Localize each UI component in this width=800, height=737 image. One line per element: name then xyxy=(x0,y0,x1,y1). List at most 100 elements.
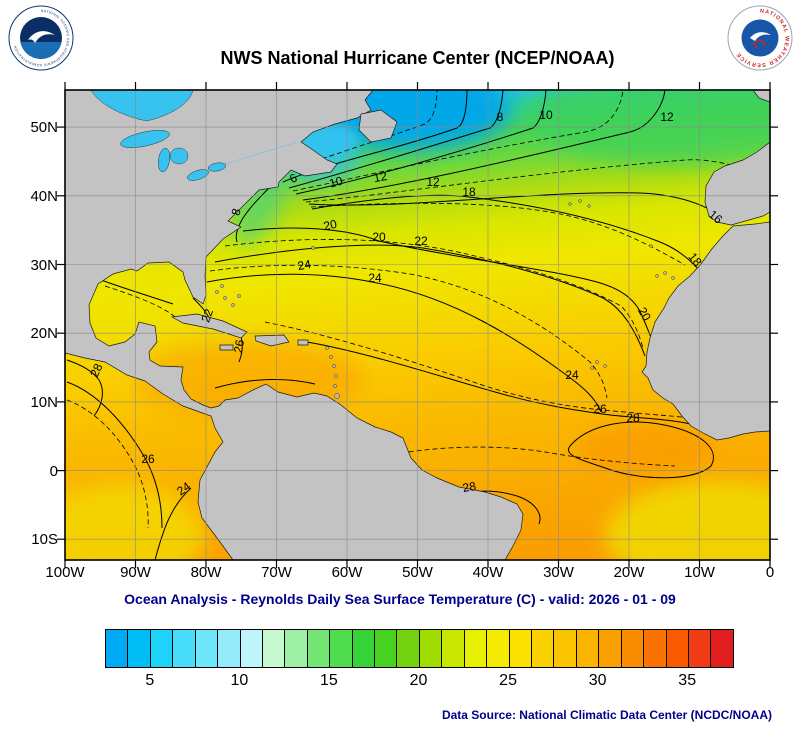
contour-label: 26 xyxy=(141,452,155,466)
lon-label: 20W xyxy=(614,564,646,580)
colorbar-segment xyxy=(487,630,510,667)
lat-label: 10N xyxy=(30,394,58,411)
contour-label: 12 xyxy=(660,110,674,124)
contour-label: 26 xyxy=(231,338,247,354)
lon-label: 90W xyxy=(120,564,152,580)
contour-label: 18 xyxy=(462,185,476,199)
colorbar-segment xyxy=(644,630,667,667)
lon-label: 50W xyxy=(402,564,434,580)
lake-huron xyxy=(169,147,189,165)
contour-label: 26 xyxy=(593,402,607,416)
colorbar-segment xyxy=(666,630,689,667)
graticule xyxy=(65,90,770,560)
colorbar-segment xyxy=(509,630,533,667)
noaa-gull-icon xyxy=(28,31,55,43)
st-lawrence-river xyxy=(224,141,298,165)
contour-label: 28 xyxy=(626,411,640,425)
contour-label: 12 xyxy=(373,169,389,185)
colorbar-segment xyxy=(464,630,488,667)
land-layer xyxy=(65,90,770,560)
colorbar-segment xyxy=(711,630,733,667)
colorbar-segment xyxy=(621,630,645,667)
colorbar-tick: 35 xyxy=(678,672,697,689)
page-title: NWS National Hurricane Center (NCEP/NOAA… xyxy=(220,48,615,68)
colorbar-tick: 5 xyxy=(145,672,155,689)
jamaica xyxy=(219,344,234,351)
colorbar-segment xyxy=(330,630,353,667)
colorbar-tick: 20 xyxy=(409,672,428,689)
noaa-sea xyxy=(20,42,62,59)
lake-ontario xyxy=(207,162,227,172)
nws-globe xyxy=(741,19,779,57)
nws-logo-icon: NATIONAL WEATHER SERVICE xyxy=(727,5,793,71)
colorbar-segment xyxy=(195,630,219,667)
colorbar-segment xyxy=(307,630,331,667)
lon-label: 100W xyxy=(45,564,85,580)
colorbar-segment xyxy=(554,630,577,667)
colorbar-segment xyxy=(419,630,443,667)
lat-label: 30N xyxy=(30,257,58,274)
lake-superior xyxy=(120,130,170,148)
lon-label: 30W xyxy=(543,564,575,580)
colorbar-tick: 15 xyxy=(320,672,338,689)
puerto-rico xyxy=(297,339,309,346)
map-caption: Ocean Analysis - Reynolds Daily Sea Surf… xyxy=(124,591,676,607)
colorbar-segment xyxy=(599,630,622,667)
contour-label: 10 xyxy=(328,174,345,191)
contour-label: 24 xyxy=(297,257,313,273)
colorbar-tick: 10 xyxy=(230,672,249,689)
lat-label: 40N xyxy=(30,188,58,205)
lon-label: 10W xyxy=(684,564,716,580)
colorbar-segment xyxy=(262,630,286,667)
americas-landmass xyxy=(65,90,524,560)
colorbar-segment xyxy=(106,630,129,667)
contour-label: 24 xyxy=(368,271,382,285)
lat-label: 50N xyxy=(30,119,58,136)
colorbar-segment xyxy=(397,630,420,667)
contour-label: 20 xyxy=(322,217,338,234)
colorbar-segment xyxy=(688,630,712,667)
latitude-axis: 50N 40N 30N 20N 10N 0 10S xyxy=(30,119,58,548)
lon-label: 70W xyxy=(261,564,293,580)
cuba xyxy=(170,313,248,339)
island-specks xyxy=(215,199,675,399)
map-frame xyxy=(64,89,771,561)
lake-michigan xyxy=(158,147,170,173)
contour-label: 28 xyxy=(87,361,105,379)
lon-label: 40W xyxy=(473,564,505,580)
africa xyxy=(641,221,770,441)
nws-gull-icon xyxy=(750,32,771,41)
temperature-colorbar xyxy=(105,629,734,668)
hispaniola xyxy=(254,334,290,347)
contour-label: 22 xyxy=(414,234,428,248)
newfoundland xyxy=(358,109,398,143)
colorbar-segment xyxy=(218,630,241,667)
lake-erie xyxy=(187,169,209,181)
lat-label: 0 xyxy=(50,463,58,480)
sst-field xyxy=(65,90,770,560)
longitude-axis: 100W 90W 80W 70W 60W 50W 40W 30W 20W 10W 0 xyxy=(45,564,774,580)
colorbar-tick: 25 xyxy=(499,672,517,689)
contour-label: 20 xyxy=(372,230,386,244)
britain xyxy=(752,90,770,103)
colorbar-segment xyxy=(240,630,263,667)
lat-label: 20N xyxy=(30,325,58,342)
colorbar-segment xyxy=(128,630,151,667)
lakes-layer xyxy=(90,90,298,181)
colorbar-tick-labels: 5 10 15 20 25 30 35 xyxy=(105,672,732,696)
colorbar-tick: 30 xyxy=(588,672,607,689)
isotherm-contours-solid xyxy=(66,90,732,560)
contour-label: 24 xyxy=(565,368,579,382)
colorbar-segment xyxy=(150,630,174,667)
lon-label: 80W xyxy=(191,564,223,580)
colorbar-segment xyxy=(375,630,398,667)
contour-label: 28 xyxy=(462,479,478,495)
axis-ticks xyxy=(57,82,778,568)
lon-label: 0 xyxy=(766,564,774,580)
contour-label: 8 xyxy=(497,110,504,124)
colorbar-segment xyxy=(352,630,376,667)
nws-hurricane-icon xyxy=(753,39,766,49)
colorbar-segment xyxy=(576,630,600,667)
contour-label: 20 xyxy=(635,305,654,324)
